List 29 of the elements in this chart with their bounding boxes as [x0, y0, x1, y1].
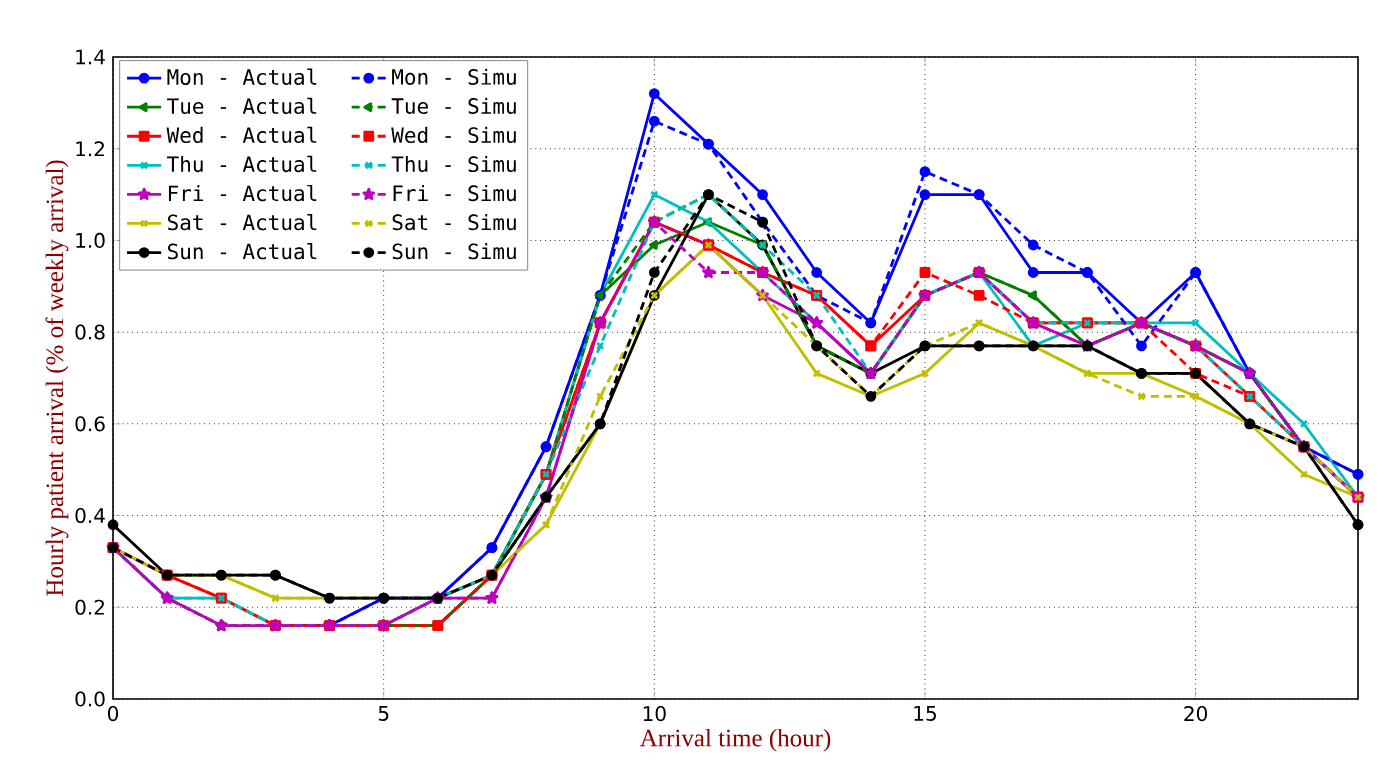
y-axis-title: Hourly patient arrival (% of weekly arrival) [45, 160, 69, 596]
legend-label: Sat - Simu [392, 214, 516, 231]
legend-label: Mon - Simu [392, 68, 516, 85]
legend-label: Tue - Actual [167, 97, 317, 115]
legend-label: Mon - Actual [167, 68, 317, 85]
x-tick-label: 15 [914, 706, 936, 721]
y-tick-label: 0.8 [75, 324, 105, 340]
legend-label: Fri - Actual [168, 184, 317, 202]
legend-label: Fri - Simu [393, 184, 516, 202]
x-tick-label: 10 [643, 706, 666, 722]
legend-label: Sun - Simu [392, 243, 516, 260]
legend-label: Sat - Actual [168, 213, 317, 231]
legend-label: Thu - Actual [167, 155, 317, 173]
x-tick-label: 20 [1184, 706, 1208, 722]
legend-label: Thu - Simu [391, 155, 516, 173]
legend-label: Tue - Simu [391, 97, 516, 114]
y-tick-label: 1.2 [76, 141, 104, 157]
y-tick-label: 1.0 [76, 232, 105, 248]
x-tick-label: 5 [378, 706, 389, 721]
y-tick-label: 1.4 [76, 49, 105, 65]
y-tick-label: 0.0 [75, 691, 105, 707]
legend-label: Sun - Actual [168, 243, 317, 260]
y-tick-label: 0.4 [75, 507, 105, 524]
legend-label: Wed - Simu [391, 126, 516, 144]
legend-label: Wed - Actual [166, 126, 317, 144]
y-tick-label: 0.2 [75, 599, 104, 615]
x-tick-label: 0 [107, 706, 119, 722]
y-tick-label: 0.6 [75, 416, 105, 432]
x-axis-title: Arrival time (hour) [639, 728, 831, 752]
